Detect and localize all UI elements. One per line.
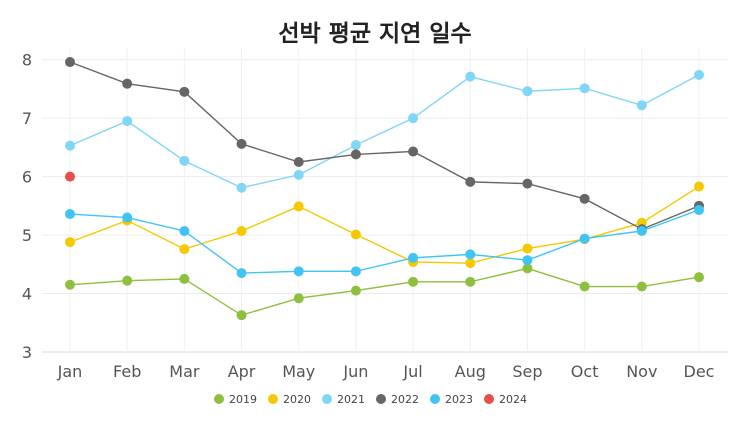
data-point-2022	[579, 193, 590, 204]
y-tick-label: 5	[22, 226, 32, 245]
x-tick-label: Feb	[113, 362, 141, 381]
data-point-2019	[179, 273, 190, 284]
x-tick-label: Oct	[571, 362, 599, 381]
data-point-2023	[694, 204, 704, 215]
series-line-2023	[69, 209, 700, 274]
y-tick-label: 8	[22, 51, 32, 70]
data-point-2019	[122, 275, 133, 286]
legend-marker-2024	[484, 394, 494, 404]
data-point-2022	[236, 138, 247, 149]
data-point-2023	[636, 225, 647, 236]
x-tick-label: Sep	[512, 362, 542, 381]
data-point-2022	[465, 176, 476, 187]
x-tick-label: Apr	[228, 362, 256, 381]
data-point-2023	[579, 233, 590, 244]
data-point-2021	[122, 116, 133, 127]
legend-label-2024: 2024	[499, 393, 527, 406]
data-point-2019	[465, 276, 476, 287]
data-point-2019	[694, 272, 704, 283]
data-point-2019	[293, 293, 304, 304]
data-point-2021	[694, 69, 704, 80]
data-point-2022	[65, 57, 75, 68]
data-point-2020	[179, 244, 190, 255]
data-point-2023	[236, 268, 247, 279]
data-point-2022	[522, 178, 533, 189]
legend-label-2020: 2020	[283, 393, 311, 406]
data-point-2024	[65, 171, 75, 182]
data-point-2020	[293, 201, 304, 212]
data-point-2023	[122, 212, 133, 223]
legend-marker-2023	[430, 394, 440, 404]
data-point-2021	[293, 169, 304, 180]
data-point-2020	[65, 237, 75, 248]
data-point-2022	[179, 86, 190, 97]
data-point-2021	[408, 113, 419, 124]
x-tick-label: May	[282, 362, 315, 381]
y-tick-label: 6	[22, 168, 32, 187]
data-point-2022	[408, 146, 419, 157]
legend-label-2021: 2021	[337, 393, 365, 406]
data-point-2022	[122, 78, 133, 89]
data-point-2020	[694, 181, 704, 192]
data-point-2023	[179, 225, 190, 236]
x-tick-label: Jan	[57, 362, 83, 381]
x-tick-label: Nov	[626, 362, 657, 381]
data-point-2019	[408, 276, 419, 287]
data-point-2023	[350, 266, 361, 277]
series-line-2020	[69, 185, 700, 264]
y-tick-label: 4	[22, 285, 32, 304]
data-point-2021	[65, 140, 75, 151]
data-point-2021	[350, 140, 361, 151]
series-line-2021	[69, 74, 700, 189]
legend-marker-2019	[214, 394, 224, 404]
legend-label-2022: 2022	[391, 393, 419, 406]
data-point-2021	[236, 182, 247, 193]
data-point-2019	[579, 281, 590, 292]
data-point-2019	[522, 263, 533, 274]
data-point-2020	[522, 243, 533, 254]
data-point-2022	[350, 149, 361, 160]
x-tick-label: Jul	[402, 362, 422, 381]
data-point-2023	[293, 266, 304, 277]
data-point-2023	[465, 249, 476, 260]
y-tick-label: 7	[22, 109, 32, 128]
series-line-2019	[69, 267, 700, 316]
legend-marker-2020	[268, 394, 278, 404]
legend-marker-2021	[322, 394, 332, 404]
chart-title: 선박 평균 지연 일수	[278, 21, 472, 47]
data-point-2021	[465, 71, 476, 82]
data-point-2019	[350, 285, 361, 296]
data-point-2022	[293, 157, 304, 167]
data-point-2019	[636, 281, 647, 292]
data-point-2021	[179, 155, 190, 166]
legend-marker-2022	[376, 394, 386, 404]
data-point-2019	[65, 279, 75, 290]
x-tick-label: Jun	[342, 362, 368, 381]
data-point-2021	[579, 83, 590, 94]
data-point-2023	[408, 252, 419, 263]
data-point-2021	[522, 86, 533, 97]
data-point-2019	[236, 310, 247, 321]
legend-label-2019: 2019	[229, 393, 257, 406]
y-tick-label: 3	[22, 343, 32, 362]
data-point-2023	[65, 209, 75, 220]
data-point-2020	[350, 229, 361, 240]
data-point-2020	[236, 225, 247, 236]
x-tick-label: Mar	[169, 362, 200, 381]
x-tick-label: Aug	[455, 362, 486, 381]
data-point-2021	[636, 100, 647, 111]
data-point-2023	[522, 255, 533, 266]
x-tick-label: Dec	[684, 362, 715, 381]
series-line-2022	[69, 61, 700, 231]
data-point-2020	[465, 258, 476, 269]
legend-label-2023: 2023	[445, 393, 473, 406]
